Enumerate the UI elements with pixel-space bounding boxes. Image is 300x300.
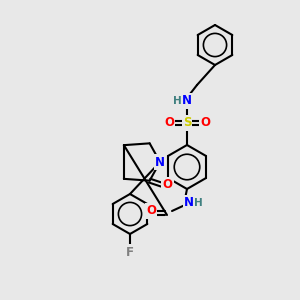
Text: H: H [172,96,182,106]
Text: O: O [200,116,210,130]
Text: O: O [164,116,174,130]
Text: N: N [184,196,194,209]
Text: H: H [194,198,202,208]
Text: O: O [146,205,156,218]
Text: S: S [183,116,191,130]
Text: N: N [155,155,165,169]
Text: O: O [163,178,173,191]
Text: N: N [182,94,192,107]
Text: F: F [126,245,134,259]
